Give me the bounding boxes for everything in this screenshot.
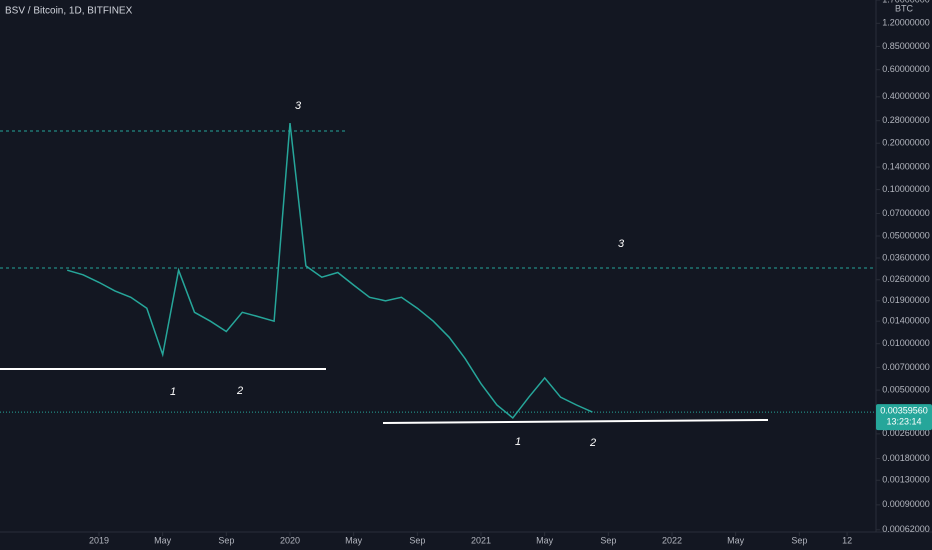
- y-tick-label: 0.00062000: [882, 524, 930, 534]
- y-tick-label: 0.00130000: [882, 475, 930, 485]
- y-unit: BTC: [895, 3, 914, 13]
- annotation: 3: [618, 238, 625, 250]
- x-tick-label: Sep: [218, 535, 234, 545]
- x-tick-label: Sep: [791, 535, 807, 545]
- y-tick-label: 0.00090000: [882, 499, 930, 509]
- x-tick-label: Sep: [600, 535, 616, 545]
- y-tick-label: 0.14000000: [882, 161, 930, 171]
- annotation: 1: [170, 386, 176, 398]
- x-tick-label: 2020: [280, 535, 300, 545]
- y-tick-label: 0.00260000: [882, 428, 930, 438]
- chart-title: BSV / Bitcoin, 1D, BITFINEX: [5, 6, 133, 17]
- y-tick-label: 0.05000000: [882, 230, 930, 240]
- price-line: [66, 123, 593, 419]
- y-tick-label: 0.20000000: [882, 138, 930, 148]
- last-price-label: 0.00359560: [880, 406, 928, 416]
- last-price-box: [876, 404, 932, 431]
- annotation: 3: [295, 100, 302, 112]
- y-tick-label: 0.00180000: [882, 453, 930, 463]
- x-tick-label: May: [727, 535, 745, 545]
- x-tick-label: 2019: [89, 535, 109, 545]
- y-tick-label: 0.01900000: [882, 295, 930, 305]
- y-tick-label: 0.28000000: [882, 115, 930, 125]
- y-tick-label: 0.02600000: [882, 274, 930, 284]
- y-tick-label: 0.07000000: [882, 208, 930, 218]
- y-tick-label: 0.00500000: [882, 384, 930, 394]
- y-tick-label: 0.40000000: [882, 91, 930, 101]
- y-tick-label: 0.10000000: [882, 184, 930, 194]
- y-tick-label: 0.03600000: [882, 252, 930, 262]
- y-tick-label: 0.01000000: [882, 338, 930, 348]
- y-tick-label: 0.01400000: [882, 316, 930, 326]
- y-tick-label: 1.20000000: [882, 18, 930, 28]
- annotation: 2: [589, 437, 596, 449]
- x-tick-label: Sep: [409, 535, 425, 545]
- x-tick-label: 12: [842, 535, 852, 545]
- support-line: [382, 419, 769, 424]
- annotation: 1: [515, 436, 521, 448]
- y-tick-label: 0.85000000: [882, 41, 930, 51]
- x-tick-label: 2022: [662, 535, 682, 545]
- x-tick-label: 2021: [471, 535, 491, 545]
- x-tick-label: May: [345, 535, 363, 545]
- y-tick-label: 0.00700000: [882, 362, 930, 372]
- x-tick-label: May: [154, 535, 172, 545]
- y-tick-label: 0.60000000: [882, 64, 930, 74]
- countdown: 13:23:14: [886, 417, 921, 427]
- annotation: 2: [236, 385, 243, 397]
- x-tick-label: May: [536, 535, 554, 545]
